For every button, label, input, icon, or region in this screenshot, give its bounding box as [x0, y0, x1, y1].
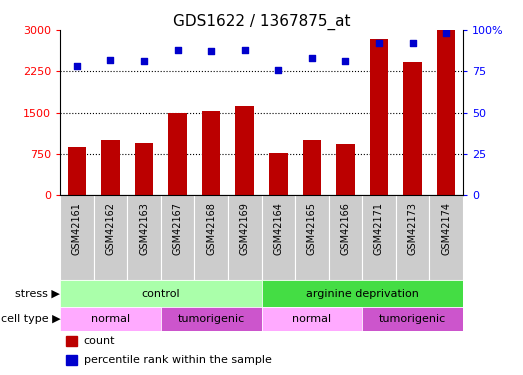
- Point: [308, 55, 316, 61]
- Bar: [269, 153, 288, 195]
- Bar: [161, 307, 262, 331]
- Text: GSM42167: GSM42167: [173, 202, 183, 255]
- Text: arginine deprivation: arginine deprivation: [306, 289, 418, 299]
- Point: [140, 58, 148, 64]
- Text: GSM42166: GSM42166: [340, 202, 350, 255]
- Text: tumorigenic: tumorigenic: [177, 314, 245, 324]
- Point: [241, 47, 249, 53]
- Text: GSM42164: GSM42164: [274, 202, 283, 255]
- Bar: [262, 307, 362, 331]
- Text: GSM42173: GSM42173: [407, 202, 417, 255]
- Bar: [403, 62, 422, 195]
- Point: [73, 63, 81, 69]
- Point: [341, 58, 349, 64]
- Text: GSM42171: GSM42171: [374, 202, 384, 255]
- Bar: [396, 195, 429, 280]
- Bar: [228, 195, 262, 280]
- Title: GDS1622 / 1367875_at: GDS1622 / 1367875_at: [173, 14, 350, 30]
- Text: cell type ▶: cell type ▶: [1, 314, 60, 324]
- Bar: [168, 113, 187, 195]
- Bar: [202, 111, 220, 195]
- Bar: [303, 140, 321, 195]
- Bar: [94, 195, 127, 280]
- Text: normal: normal: [91, 314, 130, 324]
- Text: GSM42168: GSM42168: [206, 202, 216, 255]
- Bar: [262, 280, 463, 307]
- Bar: [60, 307, 161, 331]
- Bar: [195, 195, 228, 280]
- Text: normal: normal: [292, 314, 332, 324]
- Text: GSM42162: GSM42162: [106, 202, 116, 255]
- Point: [442, 30, 450, 36]
- Bar: [60, 195, 94, 280]
- Text: GSM42165: GSM42165: [307, 202, 317, 255]
- Point: [106, 57, 115, 63]
- Bar: [362, 307, 463, 331]
- Text: count: count: [84, 336, 115, 346]
- Bar: [67, 147, 86, 195]
- Bar: [429, 195, 463, 280]
- Point: [274, 67, 282, 73]
- Text: GSM42163: GSM42163: [139, 202, 149, 255]
- Text: GSM42174: GSM42174: [441, 202, 451, 255]
- Bar: [362, 195, 396, 280]
- Bar: [437, 30, 456, 195]
- Bar: [295, 195, 328, 280]
- Text: percentile rank within the sample: percentile rank within the sample: [84, 356, 271, 366]
- Text: GSM42161: GSM42161: [72, 202, 82, 255]
- Bar: [60, 280, 262, 307]
- Bar: [235, 106, 254, 195]
- Bar: [328, 195, 362, 280]
- Point: [174, 47, 182, 53]
- Point: [375, 40, 383, 46]
- Text: tumorigenic: tumorigenic: [379, 314, 446, 324]
- Bar: [262, 195, 295, 280]
- Text: GSM42169: GSM42169: [240, 202, 249, 255]
- Bar: [161, 195, 195, 280]
- Bar: [127, 195, 161, 280]
- Bar: [336, 144, 355, 195]
- Text: control: control: [142, 289, 180, 299]
- Bar: [135, 143, 153, 195]
- Bar: [101, 140, 120, 195]
- Bar: [66, 355, 77, 365]
- Bar: [66, 336, 77, 346]
- Bar: [370, 39, 388, 195]
- Point: [207, 48, 215, 54]
- Text: stress ▶: stress ▶: [15, 289, 60, 299]
- Point: [408, 40, 417, 46]
